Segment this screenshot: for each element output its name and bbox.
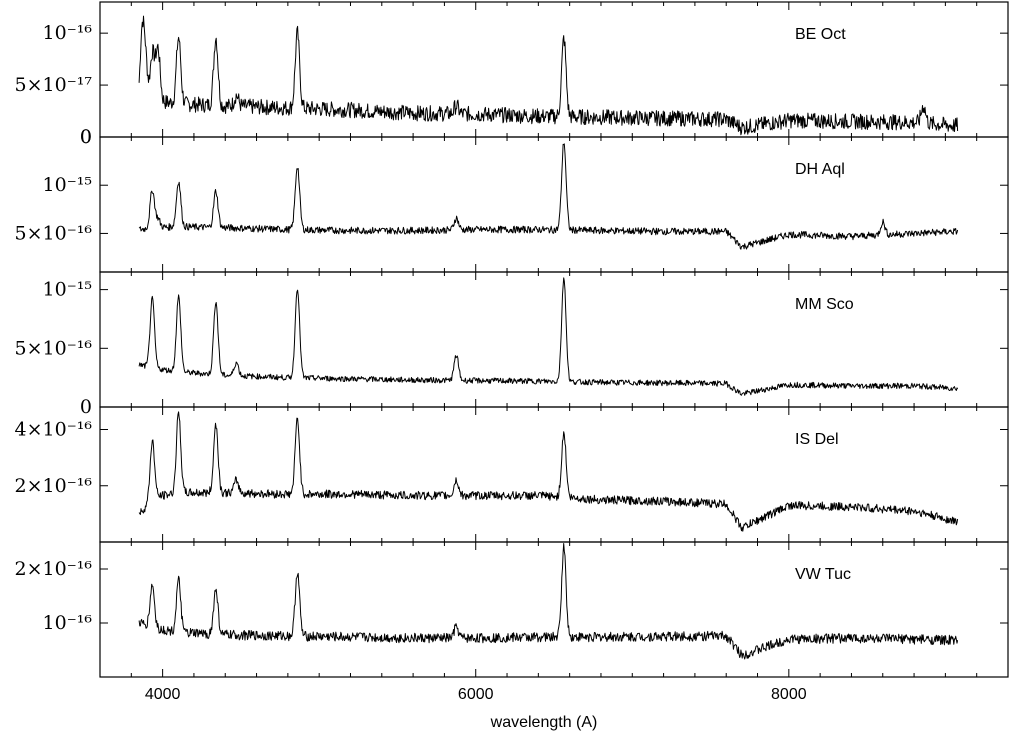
panel-vw-tuc: 10⁻¹⁶ 2×10⁻¹⁶ VW Tuc xyxy=(15,541,1009,678)
star-label: DH Aql xyxy=(795,161,845,178)
x-tick-label: 6000 xyxy=(458,686,494,703)
star-label: MM Sco xyxy=(795,296,854,313)
y-tick-label: 2×10⁻¹⁶ xyxy=(15,475,93,497)
star-label: VW Tuc xyxy=(795,566,851,583)
x-axis: 4000 6000 8000 xyxy=(145,686,807,703)
panel-frame xyxy=(99,136,1009,273)
y-tick-label: 0 xyxy=(80,126,92,148)
star-label: BE Oct xyxy=(795,26,846,43)
y-tick-label: 5×10⁻¹⁶ xyxy=(15,337,93,359)
y-tick-label: 0 xyxy=(80,126,92,148)
spectrum-line xyxy=(138,143,959,250)
star-label: IS Del xyxy=(795,431,839,448)
y-tick-label: 4×10⁻¹⁶ xyxy=(15,419,93,441)
x-tick-label: 8000 xyxy=(771,686,807,703)
panel-be-oct: 0 5×10⁻¹⁷ 10⁻¹⁶ BE Oct xyxy=(15,1,1009,148)
x-tick-label: 4000 xyxy=(145,686,181,703)
spectrum-line xyxy=(138,411,959,532)
y-tick-label: 5×10⁻¹⁷ xyxy=(15,74,93,96)
y-tick-label: 10⁻¹⁵ xyxy=(43,174,92,196)
panel-dh-aql: 5×10⁻¹⁶ 10⁻¹⁵ 0 DH Aql xyxy=(15,126,1009,273)
panel-frame xyxy=(99,541,1009,678)
panel-mm-sco: 0 5×10⁻¹⁶ 10⁻¹⁵ MM Sco xyxy=(15,271,1009,418)
y-tick-label: 5×10⁻¹⁶ xyxy=(15,222,93,244)
y-tick-label: 10⁻¹⁶ xyxy=(43,612,93,634)
spectrum-line xyxy=(138,277,959,396)
panel-is-del: 2×10⁻¹⁶ 4×10⁻¹⁶ IS Del xyxy=(15,406,1009,543)
y-tick-label: 10⁻¹⁵ xyxy=(43,279,92,301)
y-tick-label: 0 xyxy=(80,396,92,418)
panel-frame xyxy=(99,406,1009,543)
x-axis-label: wavelength (A) xyxy=(490,714,598,731)
spectrum-line xyxy=(138,543,959,660)
spectrum-line xyxy=(138,15,959,136)
y-tick-label: 10⁻¹⁶ xyxy=(43,22,93,44)
y-tick-label: 2×10⁻¹⁶ xyxy=(15,558,93,580)
